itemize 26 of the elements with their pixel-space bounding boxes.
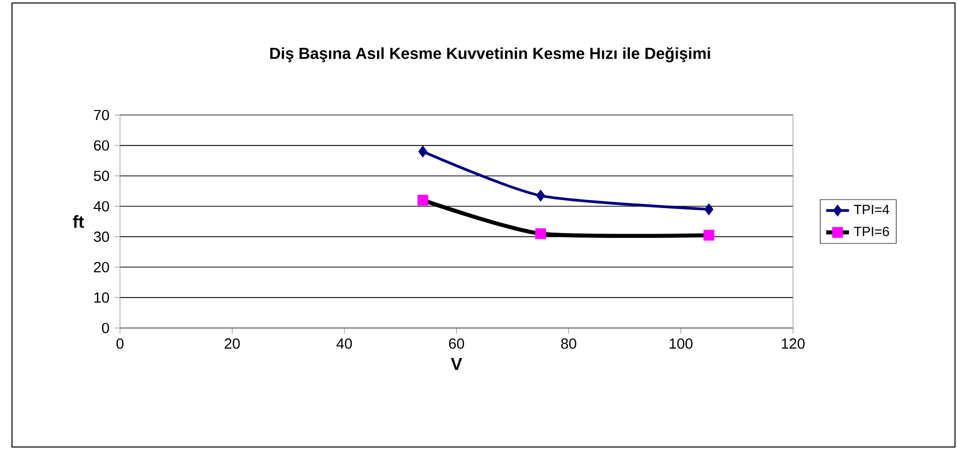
- legend-label: TPI=4: [854, 204, 890, 214]
- chart-title: Diş Başına Asıl Kesme Kuvvetinin Kesme Hızı ile Değişimi: [270, 47, 710, 62]
- legend-label: TPI=6: [854, 226, 889, 236]
- y-tick-label: 20: [94, 262, 110, 272]
- y-tick-label: 70: [94, 110, 110, 120]
- x-tick-label: 60: [449, 338, 464, 349]
- point: [535, 228, 546, 240]
- x-tick-label: 20: [224, 338, 240, 349]
- y-tick-label: 50: [94, 170, 110, 182]
- point: [536, 190, 546, 202]
- point: [703, 230, 714, 241]
- point: [417, 194, 428, 206]
- point: [418, 145, 428, 158]
- y-tick-label: 30: [94, 232, 110, 242]
- y-axis-title: ft: [72, 215, 84, 228]
- x-tick-label: 100: [670, 338, 692, 349]
- x-tick-label: 120: [782, 338, 805, 349]
- point: [704, 203, 714, 216]
- y-tick-label: 10: [94, 292, 110, 303]
- x-axis-title: V: [450, 358, 462, 370]
- x-tick-label: 80: [561, 338, 576, 349]
- y-tick-label: 40: [94, 201, 110, 212]
- x-tick-label: 0: [116, 338, 124, 349]
- x-tick-label: 40: [336, 338, 352, 349]
- y-tick-label: 0: [102, 322, 110, 334]
- y-tick-label: 60: [94, 140, 110, 151]
